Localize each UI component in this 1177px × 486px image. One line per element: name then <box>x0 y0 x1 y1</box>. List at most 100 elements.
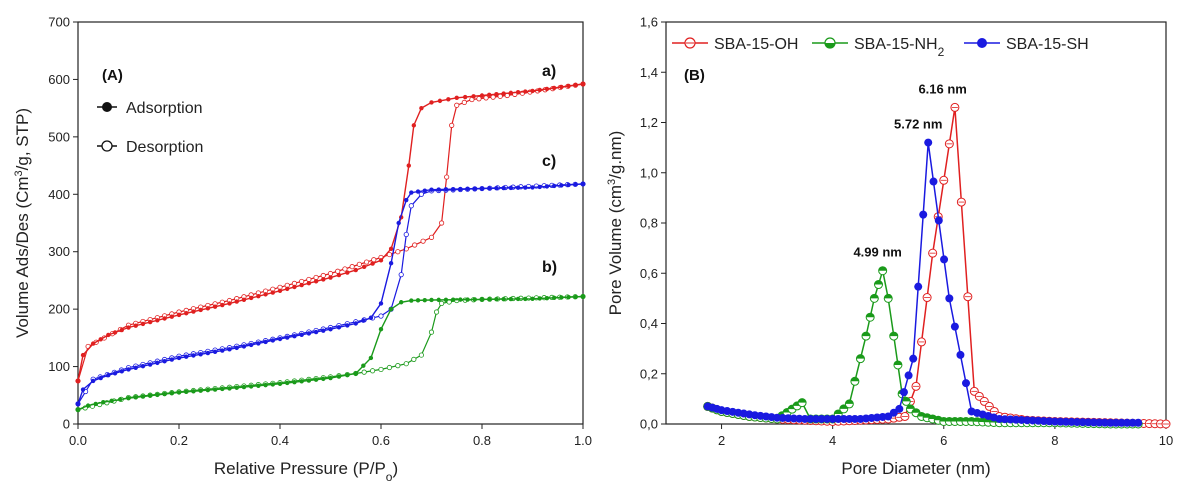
isotherm-a-adsorption-point-25 <box>256 293 261 299</box>
isotherm-a-adsorption-point-28 <box>277 288 283 293</box>
isotherm-c-adsorption-point-6 <box>119 369 124 374</box>
isotherm-b-adsorption-point-24 <box>256 383 261 388</box>
isotherm-b-adsorption-point-26 <box>270 382 275 387</box>
isotherm-a-adsorption-point-48 <box>437 98 443 104</box>
isotherm-b-adsorption-point-1 <box>85 403 91 408</box>
isotherm-b-adsorption-point-48 <box>443 297 449 302</box>
psd-sh-point-40 <box>919 210 928 219</box>
isotherm-a-adsorption-point-11 <box>155 318 160 323</box>
panel-b-y-tick-label-8: 1,6 <box>640 15 658 30</box>
isotherm-b-adsorption-point-31 <box>306 378 312 383</box>
isotherm-c-adsorption-point-31 <box>299 332 304 338</box>
legend-desorption-label: Desorption <box>126 139 203 156</box>
isotherm-c-adsorption-point-43 <box>396 220 401 226</box>
psd-sh-point-65 <box>1056 417 1065 426</box>
psd-oh-point-50 <box>979 396 989 406</box>
isotherm-c-adsorption-point-40 <box>368 315 374 320</box>
panel-a-y-axis-label: Volume Ads/Des (Cm3/g, STP) <box>13 108 32 338</box>
isotherm-b-desorption-point-40 <box>369 368 376 374</box>
panel-b-x-tick-label-2: 6 <box>940 433 947 448</box>
isotherm-b-adsorption-point-42 <box>399 300 404 305</box>
isotherm-c-adsorption-point-23 <box>241 344 247 349</box>
isotherm-a-adsorption-point-56 <box>501 91 506 96</box>
panel-b-ticks: 2 4 6 8 10 0,0 0,2 0,4 0,6 0,8 1,0 1,2 1,4 1,6 <box>640 15 1173 449</box>
isotherm-c-adsorption-point-4 <box>106 372 111 378</box>
psd-sh-point-21 <box>817 414 826 423</box>
panel-b-annotations: 6.16 nm 5.72 nm 4.99 nm <box>853 81 966 259</box>
isotherm-c-adsorption-point-15 <box>184 354 189 359</box>
isotherm-a-desorption-point-51 <box>454 102 460 108</box>
psd-nh2-point-28-fill <box>856 354 865 359</box>
isotherm-a-adsorption-point-53 <box>479 93 485 98</box>
isotherm-c-adsorption-point-22 <box>234 345 239 351</box>
isotherm-b-adsorption-point-11 <box>162 391 167 397</box>
isotherm-b-adsorption-point-8 <box>140 394 146 399</box>
isotherm-a-adsorption-point-19 <box>212 304 218 309</box>
panel-a-ticks: 0.0 0.2 0.4 0.6 0.8 1.0 0 100 200 300 400 500 600 700 <box>48 15 592 449</box>
panel-b-x-tick-label-3: 8 <box>1051 433 1058 448</box>
isotherm-c-desorption-point-41 <box>378 313 384 319</box>
isotherm-c-adsorption-point-33 <box>313 329 319 335</box>
isotherm-c-adsorption-point-48 <box>429 187 434 192</box>
psd-nh2-point-38-fill <box>902 397 911 402</box>
isotherm-c-adsorption-point-42 <box>388 261 394 266</box>
psd-nh2-point-31-fill <box>870 294 879 299</box>
psd-sh-point-48 <box>962 379 970 388</box>
isotherm-a-adsorption-point-50 <box>454 95 459 101</box>
isotherm-c-adsorption-point-24 <box>248 342 254 348</box>
panel-b-x-tick-label-1: 4 <box>829 433 836 448</box>
isotherm-b-adsorption-point-21 <box>234 385 239 390</box>
panel-a-y-tick-label-5: 500 <box>48 129 70 144</box>
psd-sh-point-35 <box>895 404 904 413</box>
isotherm-c-adsorption-point-29 <box>285 335 290 340</box>
isotherm-b-adsorption-point-44 <box>415 298 421 303</box>
isotherm-a-desorption-point-38 <box>356 261 362 267</box>
isotherm-a-desorption-point-57 <box>497 93 503 99</box>
isotherm-a-adsorption-point-66 <box>573 82 578 88</box>
isotherm-b-adsorption-point-53 <box>479 297 485 302</box>
isotherm-c-adsorption-point-62 <box>530 185 535 190</box>
isotherm-a-desorption-point-49 <box>444 174 450 180</box>
isotherm-a-adsorption-point-13 <box>169 314 174 319</box>
panel-b-y-tick-label-2: 0,4 <box>640 316 658 331</box>
psd-nh2-point-30 <box>865 312 875 322</box>
isotherm-a-adsorption-point-35 <box>328 275 333 280</box>
isotherm-a-adsorption-point-45 <box>411 123 417 128</box>
isotherm-a-desorption-point-55 <box>483 95 489 101</box>
isotherm-b-adsorption-point-29 <box>292 379 297 385</box>
isotherm-c-adsorption-point-66 <box>559 183 564 188</box>
isotherm-b-adsorption-point-52 <box>472 297 477 302</box>
psd-sh-point-75 <box>1112 418 1120 427</box>
psd-nh2-point-27-fill <box>850 377 859 382</box>
panel-a-plot-area <box>77 21 584 425</box>
panel-a-y-tick-label-3: 300 <box>48 244 70 259</box>
isotherm-a-adsorption-point-63 <box>551 85 557 91</box>
isotherm-c-desorption-point-45 <box>408 203 414 209</box>
isotherm-c-adsorption-point-56 <box>487 186 492 191</box>
isotherm-b-adsorption-point-3 <box>101 399 106 405</box>
isotherm-a-adsorption-point-12 <box>162 316 167 321</box>
isotherm-a-adsorption-point-65 <box>566 83 571 89</box>
psd-sh-point-44 <box>940 255 949 264</box>
isotherm-b-adsorption-point-12 <box>169 391 174 396</box>
isotherm-c-adsorption-point-45 <box>409 190 414 195</box>
isotherm-a-adsorption-point-20 <box>220 302 225 308</box>
legend-adsorption-label: Adsorption <box>126 100 203 117</box>
psd-nh2-point-34-fill <box>884 294 893 299</box>
isotherm-a-adsorption-point-64 <box>559 84 564 90</box>
isotherm-c-adsorption-point-37 <box>345 323 350 328</box>
isotherm-a-adsorption-point-14 <box>176 312 182 318</box>
isotherm-c-adsorption-point-16 <box>191 353 196 358</box>
psd-sh-point-78 <box>1128 418 1137 427</box>
isotherm-b-adsorption-point-25 <box>263 382 268 388</box>
psd-nh2-point-30-fill <box>866 313 875 318</box>
isotherm-a-adsorption-point-15 <box>184 311 189 316</box>
isotherm-c-adsorption-point-5 <box>112 371 118 376</box>
isotherm-c-adsorption-point-65 <box>551 183 557 189</box>
isotherm-c-adsorption-point-57 <box>494 186 499 191</box>
psd-nh2-point-18-fill <box>798 398 807 403</box>
panel-b-y-tick-label-3: 0,6 <box>640 266 658 281</box>
panel-b-x-axis-label: Pore Diameter (nm) <box>841 459 990 478</box>
psd-sh-point-26 <box>845 414 854 423</box>
isotherm-b-adsorption-point-23 <box>248 384 254 389</box>
